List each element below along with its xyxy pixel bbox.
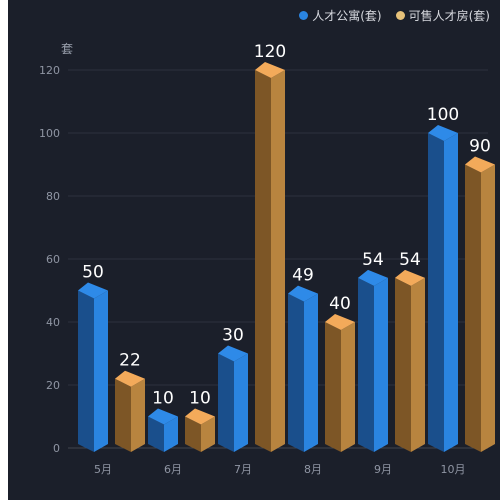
y-axis-unit-label: 套 xyxy=(61,42,74,56)
bar-s1-3-front xyxy=(341,322,355,452)
data-label: 30 xyxy=(222,326,244,346)
y-tick-label: 100 xyxy=(39,127,60,140)
x-tick-label: 9月 xyxy=(374,463,392,476)
data-label: 100 xyxy=(427,105,459,125)
bar-s0-5-top xyxy=(428,125,458,141)
data-label: 50 xyxy=(82,263,104,283)
bar-s1-0-front xyxy=(131,378,145,452)
bar-s0-2-side xyxy=(218,353,234,452)
bar-s0-0-top xyxy=(78,282,108,299)
bar-s0-3-top xyxy=(288,285,318,302)
bar-s0-4-front xyxy=(374,277,388,452)
legend-swatch-series-a xyxy=(299,11,309,20)
bar-s0-4-side xyxy=(358,277,374,452)
legend-item-series-b[interactable]: 可售人才房(套) xyxy=(395,7,490,24)
data-label: 120 xyxy=(254,42,286,62)
x-tick-label: 7月 xyxy=(234,463,252,476)
bar-s1-5-side xyxy=(465,164,481,452)
bar-s0-3-front xyxy=(304,293,318,452)
y-tick-label: 80 xyxy=(46,190,60,203)
legend-swatch-series-b xyxy=(395,11,405,20)
x-tick-label: 8月 xyxy=(304,463,322,476)
data-label: 54 xyxy=(399,250,421,270)
x-tick-label: 10月 xyxy=(441,463,466,476)
bar-s0-4-top xyxy=(358,269,388,286)
bar-s0-2-front xyxy=(234,353,248,452)
bar-s1-4-front xyxy=(411,277,425,452)
x-tick-label: 6月 xyxy=(164,463,182,476)
bar-s0-5-side xyxy=(428,133,444,452)
bar-s0-2-top xyxy=(218,345,248,362)
legend: 人才公寓(套) 可售人才房(套) xyxy=(299,7,490,24)
legend-item-series-a[interactable]: 人才公寓(套) xyxy=(299,7,382,24)
data-label: 10 xyxy=(152,389,174,409)
bar-s0-1-side xyxy=(148,416,164,452)
bar-s1-2-top xyxy=(255,62,285,78)
bar-s1-0-side xyxy=(115,378,131,452)
bar-s1-5-top xyxy=(465,156,495,173)
data-label: 90 xyxy=(469,137,491,157)
data-label: 10 xyxy=(189,389,211,409)
bar-s0-0-side xyxy=(78,290,94,452)
y-tick-label: 40 xyxy=(46,316,60,329)
bar-s0-1-top xyxy=(148,408,178,425)
bar-s1-0-top xyxy=(115,370,145,387)
data-label: 54 xyxy=(362,250,384,270)
bar-s1-1-side xyxy=(185,416,201,452)
bar-s0-1-front xyxy=(164,416,178,452)
bar-s1-3-side xyxy=(325,322,341,452)
chart-plot: 0 20 40 60 80 100 120 5月 50 22 6月 10 10 7月 30 120 8月 49 40… xyxy=(39,42,495,476)
bar-s1-1-front xyxy=(201,416,215,452)
legend-label-series-a: 人才公寓(套) xyxy=(312,9,382,23)
bar-s1-3-top xyxy=(325,314,355,330)
bar-s1-5-front xyxy=(481,164,495,452)
chart-panel: 人才公寓(套) 可售人才房(套) 套 0 20 40 60 80 100 120 5月 50 22… xyxy=(8,0,500,500)
bar-s1-4-top xyxy=(395,269,425,286)
legend-label-series-b: 可售人才房(套) xyxy=(408,9,490,23)
x-tick-label: 5月 xyxy=(94,463,112,476)
bar-s1-1-top xyxy=(185,408,215,425)
bar-s1-2-side xyxy=(255,70,271,452)
y-tick-label: 120 xyxy=(39,64,60,77)
bar-s1-4-side xyxy=(395,277,411,452)
bar-s0-0-front xyxy=(94,290,108,452)
data-label: 22 xyxy=(119,351,141,371)
data-label: 40 xyxy=(329,294,351,314)
y-tick-label: 0 xyxy=(53,442,60,455)
data-label: 49 xyxy=(292,266,314,286)
bar-s1-2-front xyxy=(271,70,285,452)
y-tick-label: 60 xyxy=(46,253,60,266)
bar-s0-3-side xyxy=(288,293,304,452)
bar-s0-5-front xyxy=(444,133,458,452)
y-tick-label: 20 xyxy=(46,379,60,392)
